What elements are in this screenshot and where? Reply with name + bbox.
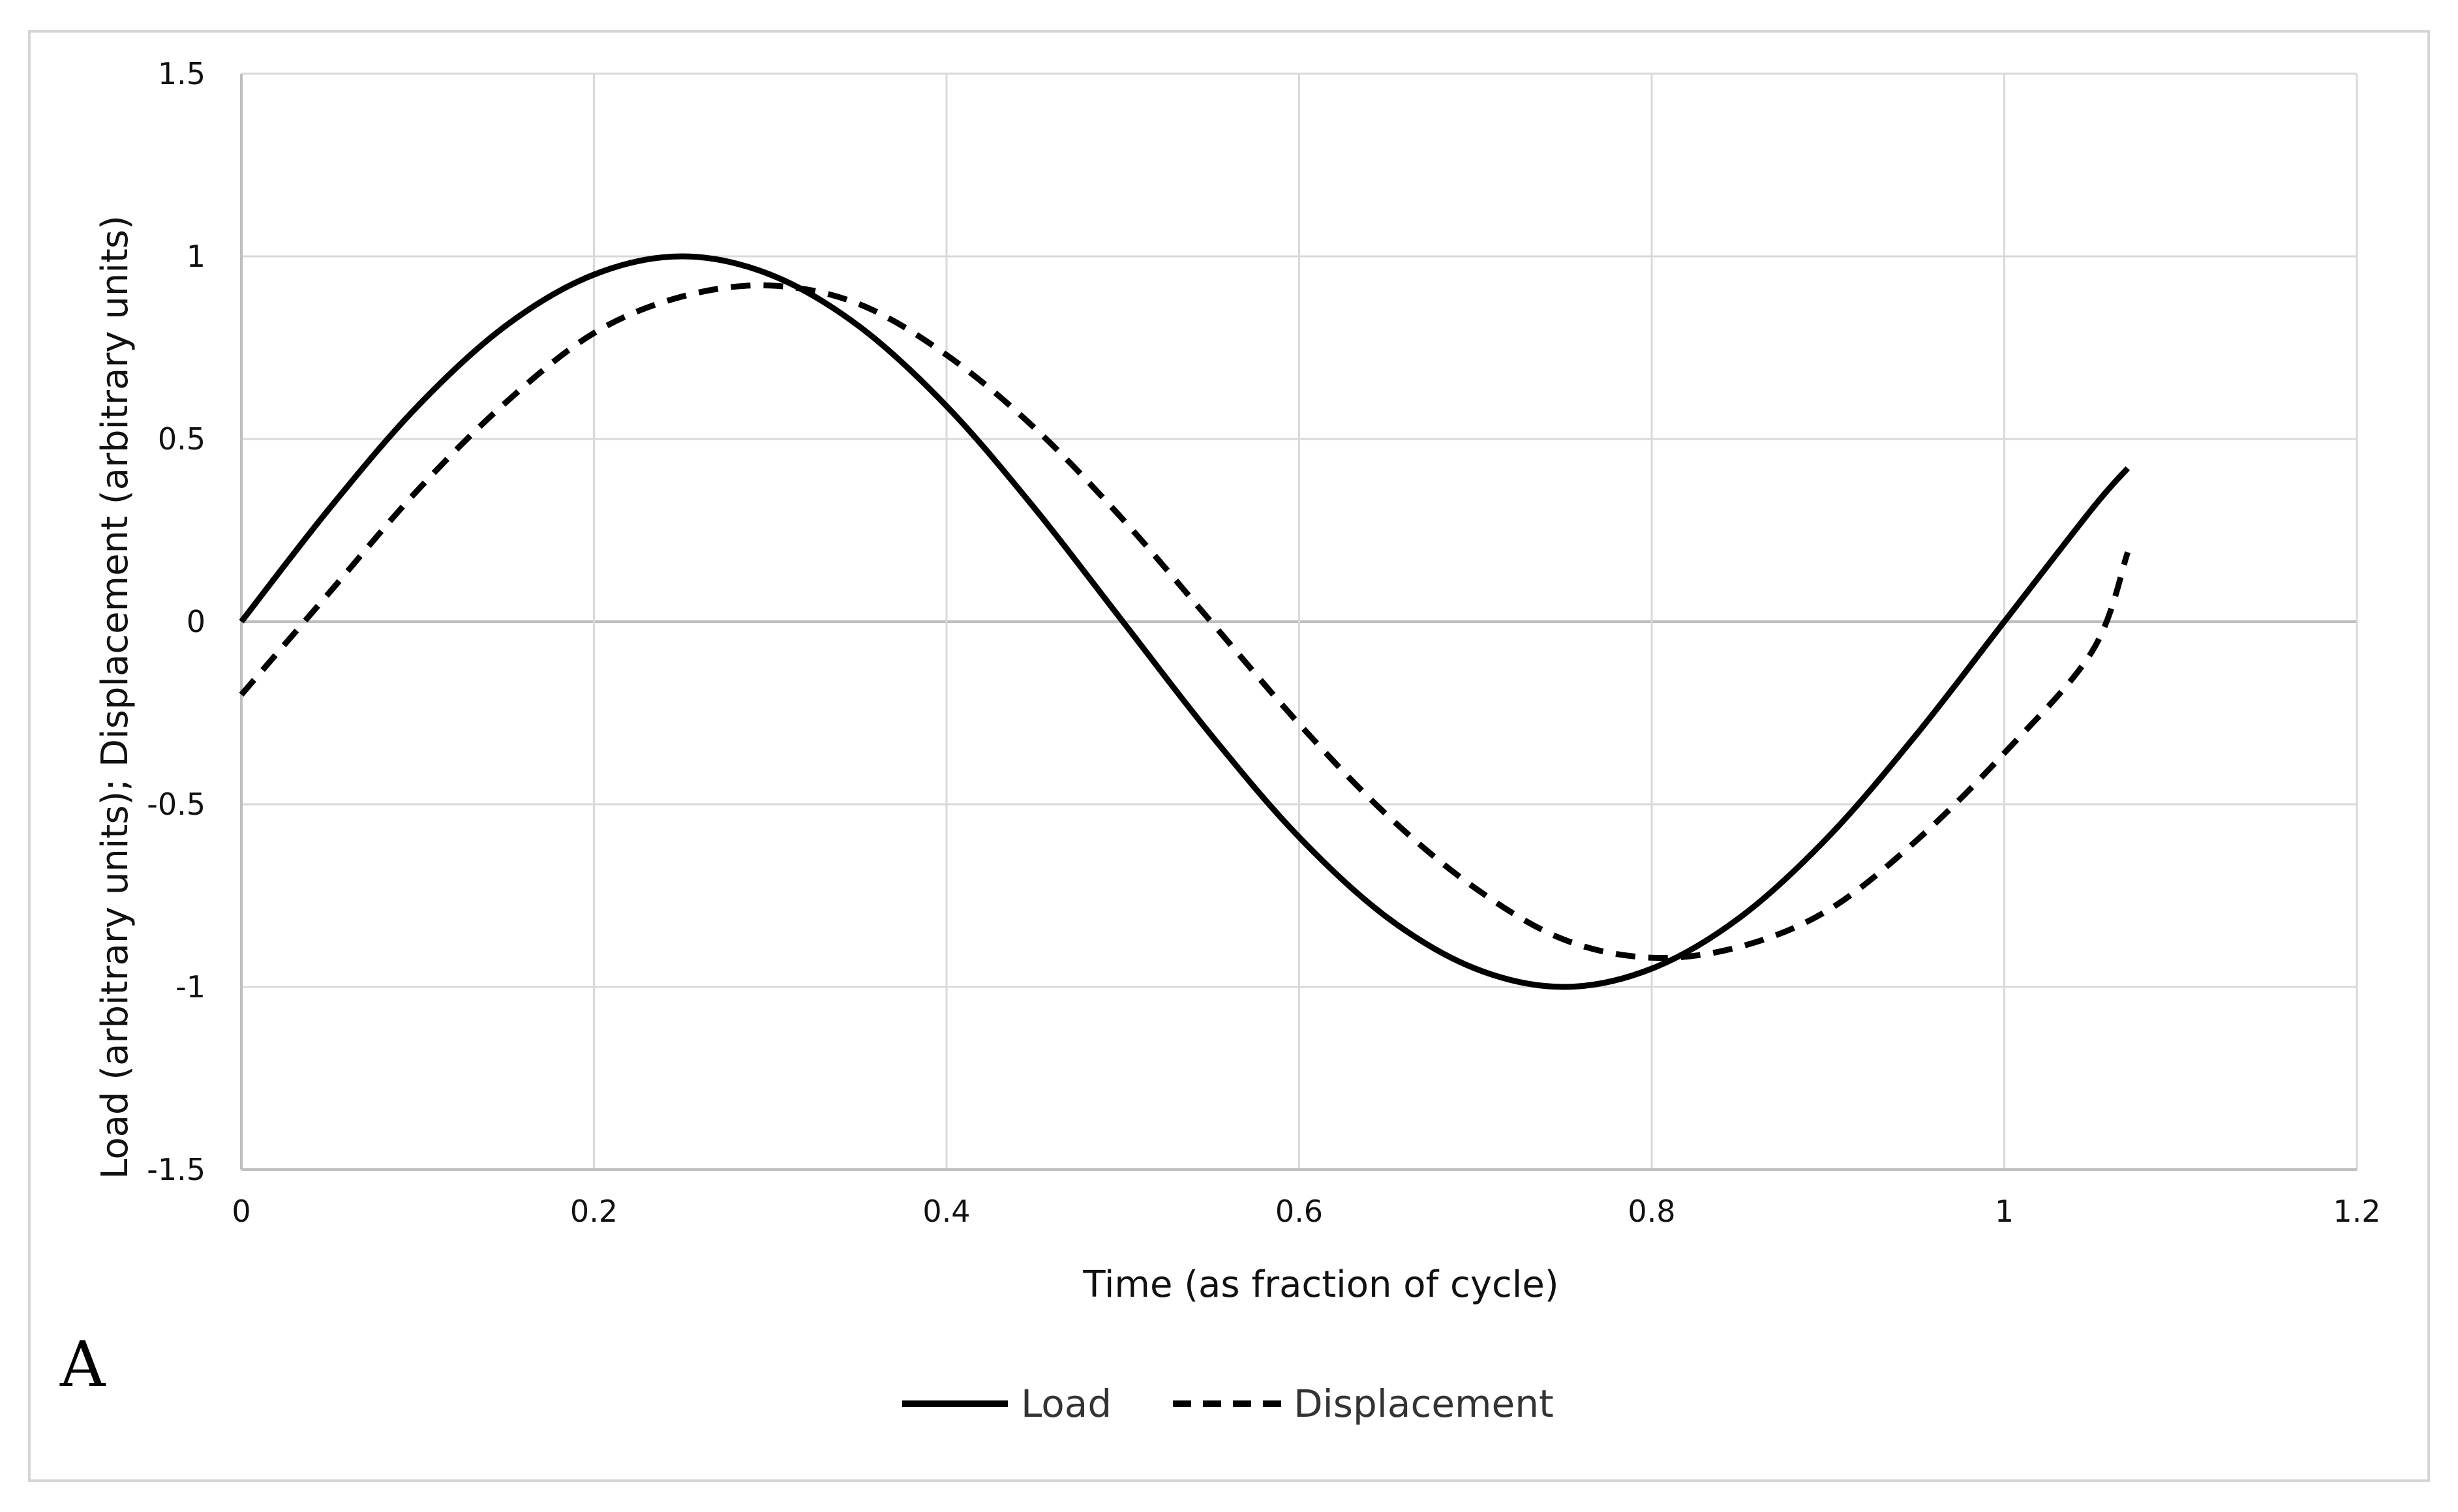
x-tick-label: 0.4: [922, 1194, 970, 1229]
series-line-displacement: [239, 282, 2131, 961]
y-tick-label: 1: [187, 239, 205, 274]
y-tick-label: -0.5: [147, 787, 205, 822]
x-tick-label: 0.8: [1628, 1194, 1675, 1229]
y-tick-labels: 1.5 1 0.5 0 -0.5 -1 -1.5: [147, 56, 205, 1187]
series-group: [239, 253, 2131, 990]
legend-label-load: Load: [1021, 1382, 1112, 1426]
y-tick-label: 0.5: [158, 421, 205, 457]
y-tick-label: 0: [187, 604, 205, 639]
x-tick-label: 1.2: [2333, 1194, 2380, 1229]
x-tick-labels: 0 0.2 0.4 0.6 0.8 1 1.2: [232, 1194, 2380, 1229]
legend-label-displacement: Displacement: [1294, 1382, 1554, 1426]
panel-label: A: [59, 1328, 106, 1401]
y-tick-label: -1.5: [147, 1152, 205, 1187]
legend: Load Displacement: [902, 1382, 1554, 1426]
x-tick-label: 1: [1995, 1194, 2014, 1229]
y-axis-title: Load (arbitrary units); Displacement (ar…: [94, 215, 136, 1179]
y-tick-label: -1: [175, 969, 205, 1005]
x-axis-title: Time (as fraction of cycle): [1082, 1263, 1558, 1306]
series-line-load: [239, 253, 2131, 990]
x-tick-label: 0.2: [570, 1194, 618, 1229]
x-tick-label: 0: [232, 1194, 250, 1229]
y-tick-label: 1.5: [158, 56, 205, 91]
x-tick-label: 0.6: [1275, 1194, 1323, 1229]
